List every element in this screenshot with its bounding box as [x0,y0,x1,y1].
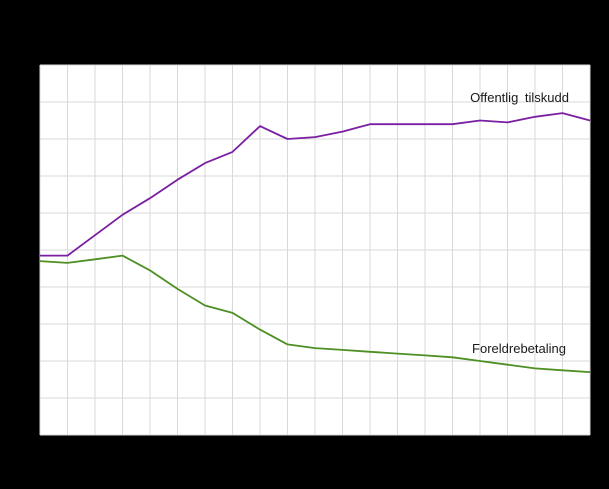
series-label-offentlig-tilskudd: Offentlig tilskudd [470,90,569,105]
series-label-foreldrebetaling: Foreldrebetaling [472,341,566,356]
gridlines [39,64,591,436]
line-offentlig-tilskudd [40,112,591,257]
line-foreldrebetaling [39,254,591,373]
